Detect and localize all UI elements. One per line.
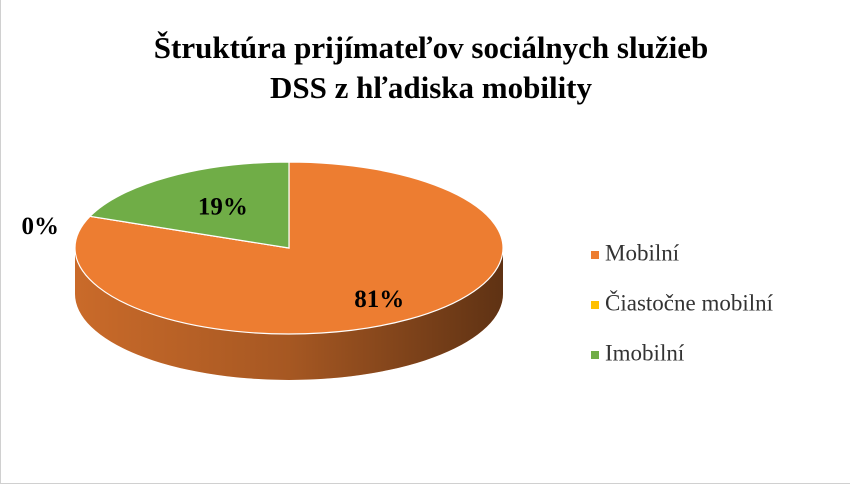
data-label: 0% [22,213,60,240]
legend-label: Imobilní [605,340,685,365]
pie-slice [88,161,290,249]
chart-title: Štruktúra prijímateľov sociálnych služie… [153,30,709,105]
legend-swatch [591,251,599,259]
legend-label: Mobilní [605,240,680,265]
data-label: 81% [354,286,404,313]
legend-label: Čiastočne mobilní [605,289,774,315]
data-label: 19% [198,194,248,221]
legend-swatch [591,351,599,359]
pie-side-shade [75,248,503,380]
legend-swatch [591,301,599,309]
